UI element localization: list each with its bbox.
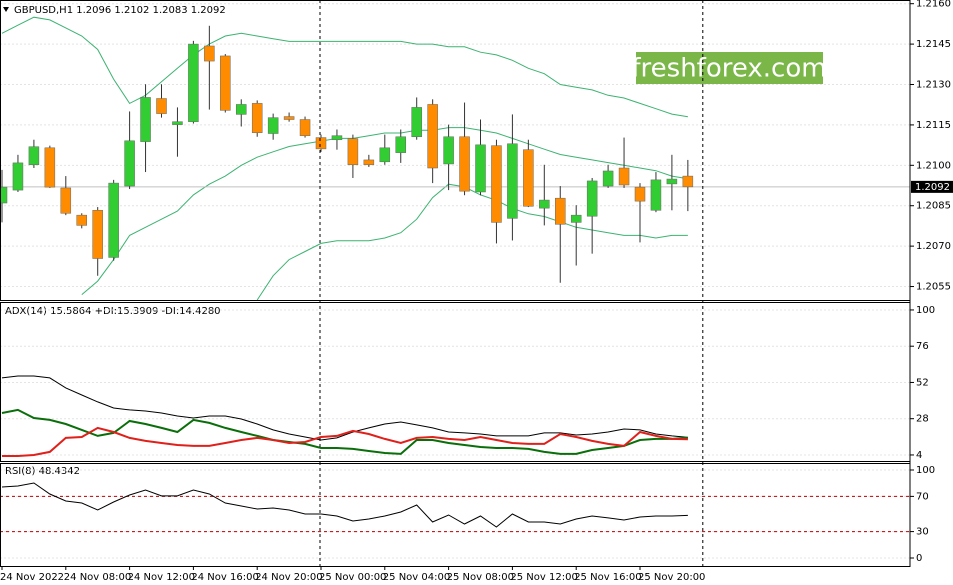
candle-body bbox=[347, 138, 359, 166]
candle-body bbox=[379, 147, 391, 163]
series-line bbox=[1, 408, 688, 455]
x-tick-label: 24 Nov 20:00 bbox=[255, 572, 322, 583]
series-line bbox=[1, 16, 688, 118]
y-tick-label: 30 bbox=[916, 527, 929, 538]
candle-body bbox=[539, 199, 550, 209]
y-tick-label: 1.2130 bbox=[916, 80, 951, 91]
y-tick-label: 1.2055 bbox=[916, 282, 951, 293]
x-tick-label: 24 Nov 16:00 bbox=[191, 572, 258, 583]
series-line bbox=[2, 426, 688, 457]
y-tick-label: 1.2100 bbox=[916, 160, 951, 171]
x-tick-label: 24 Nov 2022 bbox=[0, 572, 64, 583]
candle-body bbox=[682, 175, 694, 188]
candle-body bbox=[331, 135, 343, 140]
candle-body bbox=[156, 98, 167, 114]
y-tick-label: 4 bbox=[916, 450, 922, 461]
candle-body bbox=[475, 144, 486, 193]
candle-body bbox=[507, 143, 518, 219]
main-title: GBPUSD,H1 1.2096 1.2102 1.2083 1.2092 bbox=[14, 5, 226, 16]
y-tick-label: 70 bbox=[916, 491, 929, 502]
candle-body bbox=[650, 179, 662, 211]
y-tick-label: 100 bbox=[916, 465, 935, 476]
candle-body bbox=[236, 104, 247, 115]
series-line bbox=[256, 183, 688, 301]
series-line bbox=[1, 375, 688, 441]
candle-body bbox=[267, 117, 279, 134]
candle-body bbox=[602, 170, 614, 187]
x-tick-label: 25 Nov 12:00 bbox=[510, 572, 577, 583]
candle-body bbox=[60, 187, 72, 214]
adx-title: ADX(14) 15.5864 +DI:15.3909 -DI:14.4280 bbox=[5, 306, 221, 317]
candle-body bbox=[586, 180, 598, 217]
candle-body bbox=[188, 43, 199, 122]
candle-body bbox=[618, 167, 630, 186]
candle-body bbox=[395, 136, 406, 153]
y-tick-label: 1.2145 bbox=[916, 39, 951, 50]
y-tick-label: 1.2085 bbox=[916, 201, 951, 212]
candle-body bbox=[124, 140, 135, 187]
series-line bbox=[81, 127, 688, 295]
watermark: freshforex.com bbox=[631, 54, 826, 84]
y-tick-label: 1.2070 bbox=[916, 241, 951, 252]
candle-body bbox=[220, 55, 231, 111]
y-tick-label: 52 bbox=[916, 377, 929, 388]
rsi-title: RSI(8) 48.4342 bbox=[5, 466, 80, 477]
candle-body bbox=[28, 146, 40, 166]
x-tick-label: 25 Nov 16:00 bbox=[574, 572, 641, 583]
y-tick-label: 1.2115 bbox=[916, 120, 951, 131]
y-tick-label: 28 bbox=[916, 414, 929, 425]
x-tick-label: 25 Nov 08:00 bbox=[447, 572, 514, 583]
candle-body bbox=[12, 162, 24, 191]
candle-body bbox=[666, 178, 678, 185]
candle-body bbox=[76, 214, 87, 226]
candle-body bbox=[251, 103, 263, 133]
candle-body bbox=[363, 159, 375, 166]
series-line bbox=[1, 482, 688, 528]
candle-body bbox=[299, 119, 311, 136]
x-tick-label: 25 Nov 00:00 bbox=[319, 572, 386, 583]
x-tick-label: 25 Nov 04:00 bbox=[383, 572, 450, 583]
candle-body bbox=[283, 116, 295, 120]
candle-body bbox=[172, 121, 183, 125]
candle-body bbox=[44, 147, 56, 188]
candle-body bbox=[523, 149, 534, 207]
y-tick-label: 100 bbox=[916, 305, 935, 316]
candle-body bbox=[108, 182, 119, 258]
candle-body bbox=[443, 136, 454, 165]
candle-body bbox=[411, 107, 422, 138]
candle-body bbox=[459, 136, 470, 192]
symbol-icon bbox=[3, 7, 9, 12]
current-price-label: 1.2092 bbox=[915, 182, 950, 193]
candle-body bbox=[92, 210, 103, 259]
candle-body bbox=[491, 145, 502, 223]
candle-body bbox=[634, 186, 646, 202]
candle-body bbox=[140, 97, 151, 142]
x-tick-label: 24 Nov 08:00 bbox=[64, 572, 131, 583]
x-tick-label: 25 Nov 20:00 bbox=[638, 572, 705, 583]
y-tick-label: 1.2160 bbox=[916, 0, 951, 10]
watermark-box bbox=[636, 52, 823, 84]
candle-body bbox=[204, 45, 215, 62]
y-tick-label: 76 bbox=[916, 341, 929, 352]
candle-body bbox=[0, 186, 8, 204]
candle-body bbox=[427, 104, 438, 169]
candle-body bbox=[570, 214, 582, 223]
candle-body bbox=[555, 197, 566, 225]
current-price-box bbox=[911, 180, 953, 193]
x-tick-label: 24 Nov 12:00 bbox=[128, 572, 195, 583]
candle-body bbox=[315, 137, 327, 150]
y-tick-label: 0 bbox=[916, 553, 922, 564]
